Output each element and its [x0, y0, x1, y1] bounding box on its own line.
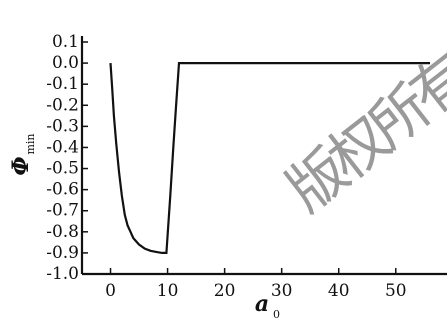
y-axis-symbol: Φ — [8, 156, 34, 175]
series-line — [109, 62, 430, 254]
y-tick-label: -0.4 — [46, 137, 79, 157]
chart-axes — [80, 36, 447, 276]
x-axis-symbol: a — [255, 291, 269, 317]
y-tick-label: -1.0 — [46, 264, 79, 284]
y-tick-label: -0.5 — [46, 159, 79, 179]
x-axis-ticks: 0 10 20 30 40 50 — [105, 268, 407, 301]
y-tick-label: -0.7 — [46, 201, 79, 221]
y-axis-subscript: min — [24, 133, 37, 154]
y-tick-label: -0.6 — [46, 180, 79, 200]
x-tick-label: 0 — [105, 281, 116, 301]
y-tick-label: -0.1 — [46, 74, 79, 94]
x-tick-label: 30 — [271, 281, 293, 301]
x-tick-label: 50 — [385, 281, 407, 301]
y-tick-label: 0.0 — [52, 53, 79, 73]
y-tick-label: -0.2 — [46, 95, 79, 115]
y-tick-label: -0.3 — [46, 116, 79, 136]
x-axis-subscript: 0 — [273, 308, 280, 321]
y-tick-label: -0.9 — [46, 243, 79, 263]
y-tick-label: -0.8 — [46, 222, 79, 242]
x-tick-label: 10 — [157, 281, 179, 301]
watermark: 版权所有 — [255, 20, 447, 270]
y-axis-ticks: 0.10.0-0.1-0.2-0.3-0.4-0.5-0.6-0.7-0.8-0… — [46, 32, 88, 284]
y-tick-label: 0.1 — [52, 32, 79, 52]
x-tick-label: 20 — [214, 281, 236, 301]
x-tick-label: 40 — [328, 281, 350, 301]
